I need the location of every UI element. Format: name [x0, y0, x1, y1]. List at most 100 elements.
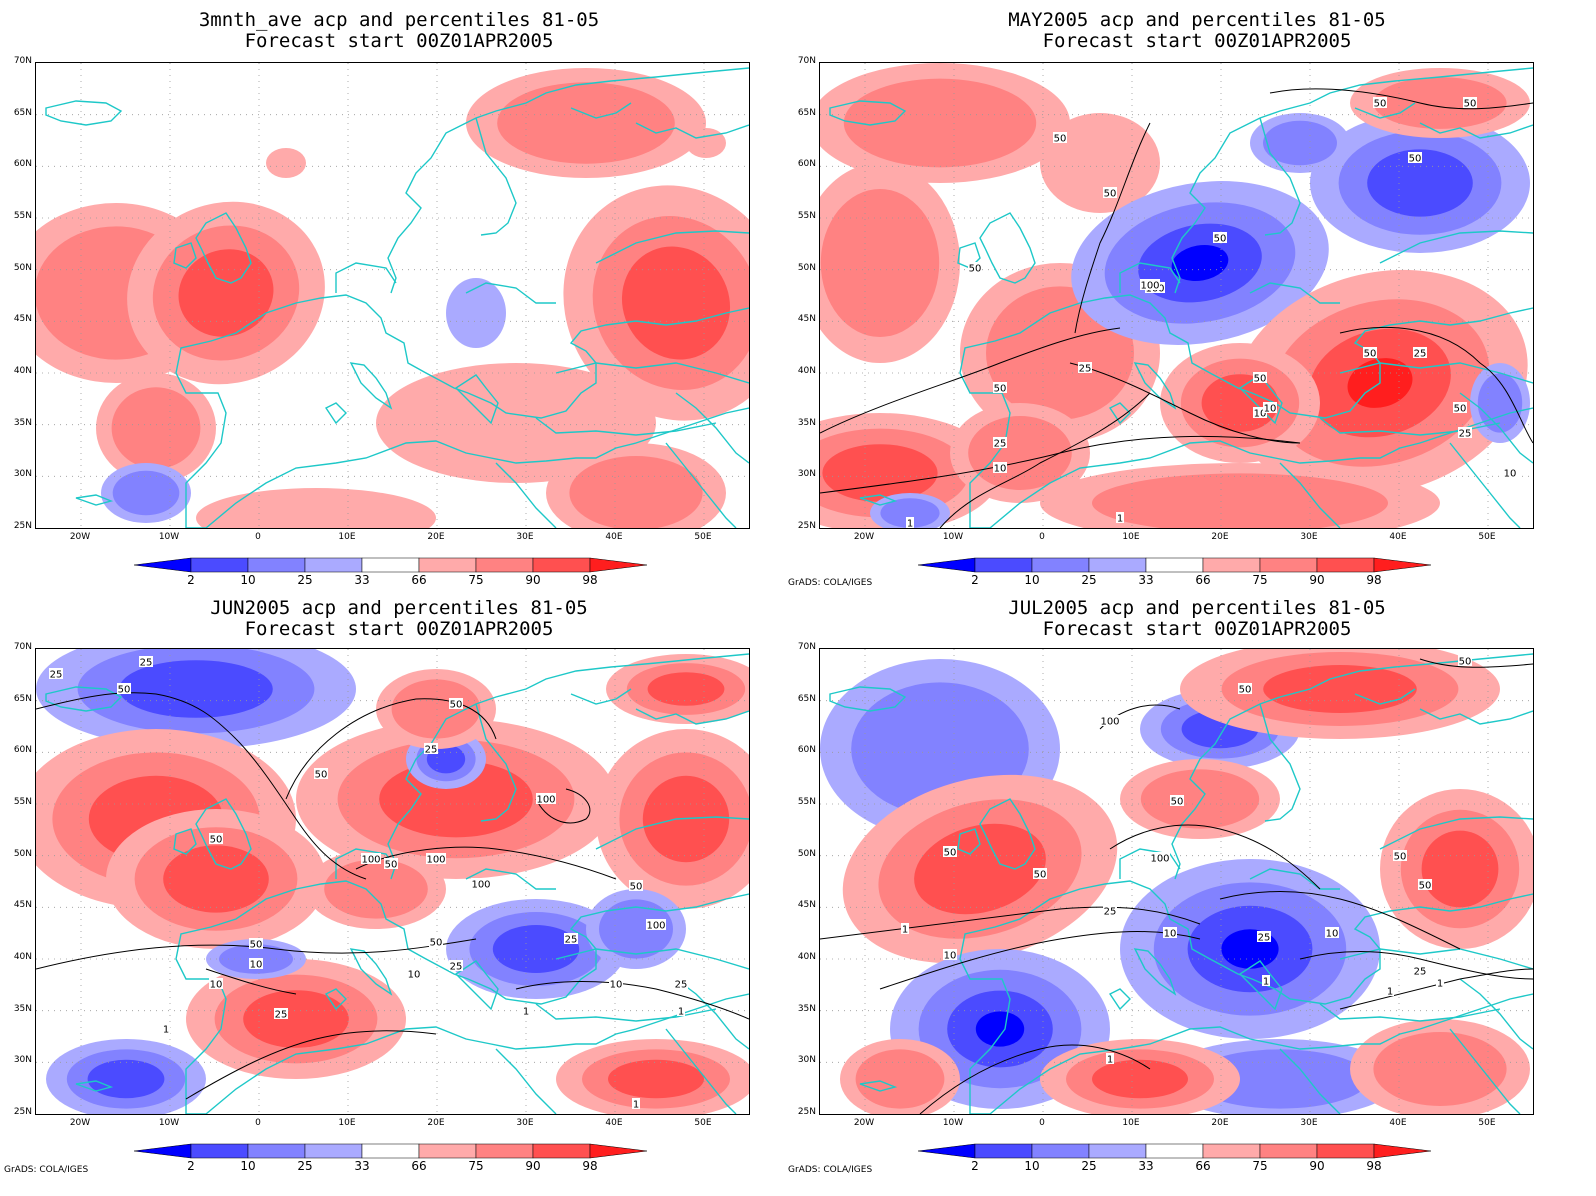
colorbar-label: 75: [468, 1159, 484, 1173]
shaded-region: [855, 1049, 945, 1109]
colorbar-label: 2: [187, 1159, 195, 1173]
coastline: [173, 828, 197, 855]
colorbar-label: 25: [297, 1159, 313, 1173]
lat-label: 60N: [797, 159, 816, 170]
coastline: [665, 442, 737, 528]
map-frame: [35, 62, 750, 529]
contour-label-bg: [449, 698, 463, 709]
lat-label: 65N: [797, 107, 816, 118]
colorbar-segment: [247, 557, 306, 573]
coastline: [195, 798, 252, 870]
coastline: [957, 828, 981, 855]
shaded-region: [112, 470, 180, 516]
contour-line: [1109, 824, 1321, 890]
contour-label: 1: [678, 1007, 684, 1018]
contour-label-bg: [314, 768, 328, 779]
shaded-region: [822, 444, 938, 502]
lat-label: 55N: [797, 797, 816, 807]
contour-label-bg: [1373, 97, 1387, 108]
coastline: [1459, 978, 1533, 1050]
lon-label: 30E: [1300, 1118, 1318, 1128]
coastline: [1108, 402, 1131, 425]
contour-label-bg: [249, 958, 263, 969]
contour-label: 50: [250, 940, 263, 951]
colorbar-label: 33: [1138, 1159, 1154, 1173]
contour-label: 1: [1107, 1055, 1113, 1066]
contour-line: [185, 1030, 437, 1100]
colorbar-segment: [1202, 1143, 1261, 1159]
coastline: [1354, 688, 1416, 705]
coastline: [1238, 960, 1283, 1011]
contour-label: 10: [1164, 929, 1177, 940]
contour-label: 25: [1079, 364, 1092, 375]
colorbar-segment: [304, 1143, 363, 1159]
coastline: [387, 653, 749, 880]
coastline: [1108, 988, 1131, 1011]
lon-label: 50E: [1478, 532, 1496, 542]
lon-label: 10W: [158, 532, 180, 542]
contour-label-bg: [1257, 931, 1271, 942]
contour-label-bg: [1363, 347, 1377, 358]
coastline: [173, 242, 197, 269]
coastline: [1339, 948, 1533, 970]
contour-label: 10: [994, 464, 1007, 475]
coastline: [387, 67, 749, 294]
contour-label: 50: [994, 384, 1007, 395]
shaded-region: [647, 672, 725, 706]
precip-map: 50 50 100 50 50 50 100 50 50 25 10 25 10 1 25 10 1 1 1 1: [820, 649, 1533, 1114]
shaded-region: [492, 925, 580, 973]
colorbar-segment: [1316, 557, 1375, 573]
colorbar-segment: [418, 557, 477, 573]
coastline: [1459, 392, 1533, 464]
contour-label-bg: [1408, 152, 1422, 163]
shaded-region: [880, 498, 940, 528]
contour-label-bg: [906, 517, 914, 528]
lon-label: 20W: [69, 532, 91, 542]
contour-label-bg: [943, 949, 957, 960]
coastline: [675, 392, 749, 464]
lon-label: 10E: [1122, 1118, 1140, 1128]
lon-label: 40E: [605, 532, 623, 542]
lon-label: 10E: [1122, 532, 1140, 542]
colorbar-segment: [1031, 557, 1090, 573]
coastline: [45, 100, 123, 126]
contour-label-bg: [249, 938, 263, 949]
shaded-region: [196, 488, 436, 528]
contour-label: 1: [907, 519, 913, 529]
contour-label: 50: [1394, 852, 1407, 863]
shaded-region: [608, 1059, 704, 1099]
contour-line: [355, 846, 617, 880]
lon-label: 10E: [338, 532, 356, 542]
coastline: [1279, 1048, 1341, 1114]
shaded-region: [1191, 1049, 1369, 1109]
contour-line: [285, 698, 497, 800]
contour-label: 25: [140, 658, 153, 669]
panel-title-line1: JUN2005 acp and percentiles 81-05: [210, 597, 588, 619]
coastline: [1354, 102, 1416, 119]
contour-line: [1299, 951, 1533, 980]
contour-label: 50: [1171, 797, 1184, 808]
colorbar-label: 25: [1081, 573, 1097, 587]
lon-label: 20W: [853, 1118, 875, 1128]
contour-label-bg: [1263, 402, 1277, 413]
contour-label: 50: [118, 685, 131, 696]
colorbar-segment: [1145, 557, 1204, 573]
lon-label: 20E: [427, 1118, 445, 1128]
lat-label: 60N: [797, 745, 816, 756]
colorbar-segment: [974, 557, 1033, 573]
contour-label: 100: [426, 855, 445, 866]
colorbar-segment: [361, 557, 420, 573]
colorbar: [134, 1143, 648, 1159]
coastline: [979, 212, 1036, 284]
precip-map: 25 25 50 50 50 25 50 100 50 100 100 100 50 25 50 25 10 10…: [36, 649, 749, 1114]
lon-label: 20E: [1211, 532, 1229, 542]
contour-label-bg: [1418, 879, 1432, 890]
coastline: [186, 407, 749, 528]
contour-label-bg: [49, 668, 63, 679]
contour-label-bg: [1463, 97, 1477, 108]
coastline: [555, 362, 749, 384]
lat-label: 55N: [797, 211, 816, 221]
contour-label: 10: [408, 970, 421, 981]
contour-label: 1: [523, 1007, 529, 1018]
lon-label: 20E: [1211, 1118, 1229, 1128]
